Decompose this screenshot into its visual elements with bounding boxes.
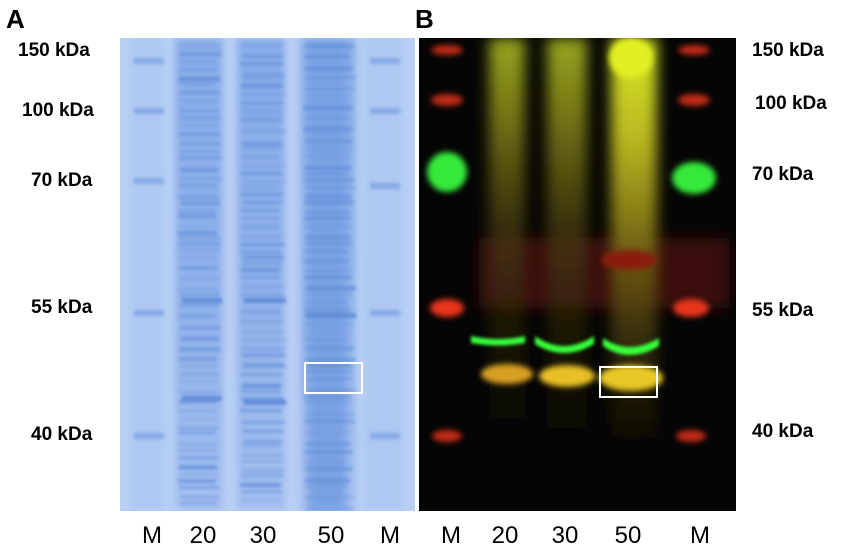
western-blot-image: [419, 38, 736, 511]
marker-100-right: 100 kDa: [755, 93, 827, 114]
marker-55-left: 55 kDa: [31, 297, 93, 318]
lane-label-b-m1: M: [441, 522, 461, 549]
highlight-box-b: [599, 366, 658, 398]
marker-40-right: 40 kDa: [752, 421, 814, 442]
lane-label-b-20: 20: [491, 522, 519, 549]
panel-b-label: B: [415, 4, 434, 34]
highlight-box-a: [304, 362, 363, 394]
marker-40-left: 40 kDa: [31, 424, 93, 445]
marker-55-right: 55 kDa: [752, 300, 814, 321]
lane-label-a-50: 50: [317, 522, 345, 549]
lane-label-b-50: 50: [614, 522, 642, 549]
lane-label-b-30: 30: [551, 522, 579, 549]
lane-label-b-m2: M: [690, 522, 710, 549]
marker-70-right: 70 kDa: [752, 164, 814, 185]
panel-a-label: A: [6, 4, 25, 34]
lane-label-a-30: 30: [249, 522, 277, 549]
marker-100-left: 100 kDa: [22, 100, 94, 121]
lane-label-a-m1: M: [142, 522, 162, 549]
marker-70-left: 70 kDa: [31, 170, 93, 191]
coomassie-gel-image: [120, 38, 415, 511]
marker-150-left: 150 kDa: [18, 40, 90, 61]
lane-label-a-20: 20: [189, 522, 217, 549]
lane-label-a-m2: M: [380, 522, 400, 549]
marker-150-right: 150 kDa: [752, 40, 824, 61]
